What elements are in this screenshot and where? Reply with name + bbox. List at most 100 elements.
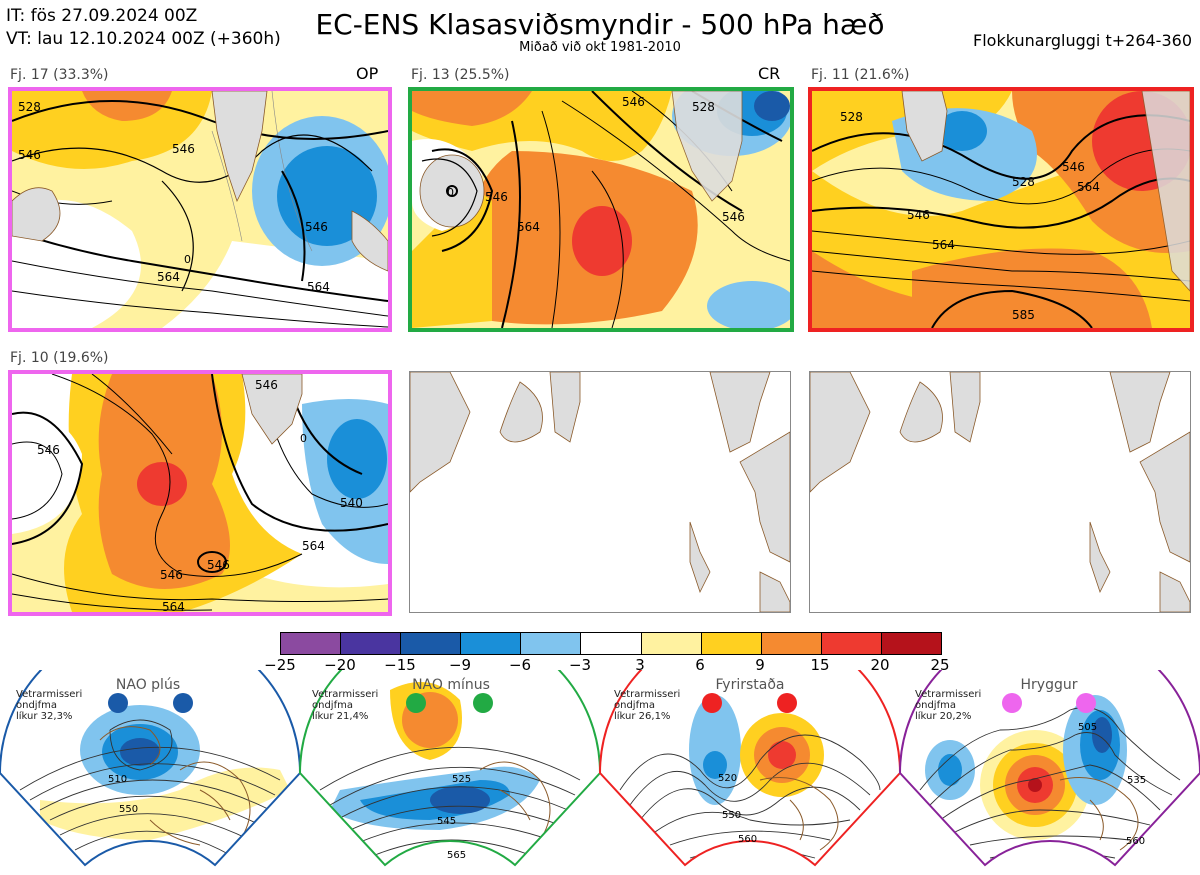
contour-label: 528 xyxy=(18,100,41,114)
regime-dot xyxy=(108,693,128,713)
regime-contour-label: 550 xyxy=(119,804,138,815)
cluster-map-4-graphic: 546 546 540 564 546 546 564 0 xyxy=(12,374,388,612)
panel-2-label: Fj. 13 (25.5%) xyxy=(411,67,510,83)
contour-label: 546 xyxy=(622,95,645,109)
regime-contour-label: 560 xyxy=(738,834,757,845)
regime-fans: 510 550 525 545 565 520 xyxy=(0,622,1200,871)
contour-label: 0 xyxy=(184,253,191,266)
regime-method: ondjfma xyxy=(614,700,655,711)
contour-label: 546 xyxy=(37,443,60,457)
colorbar-tick-label: 3 xyxy=(635,656,645,674)
colorbar-tick-label: −20 xyxy=(324,656,356,674)
contour-label: 528 xyxy=(692,100,715,114)
colorbar-tick-label: 6 xyxy=(695,656,705,674)
cluster-map-2-graphic: 546 564 546 528 546 0 xyxy=(412,91,790,328)
valid-time: VT: lau 12.10.2024 00Z (+360h) xyxy=(6,29,281,49)
regime-season: Vetrarmisseri xyxy=(915,689,982,700)
contour-label: 546 xyxy=(160,568,183,582)
regime-name: Fyrirstaða xyxy=(715,677,785,693)
contour-label: 564 xyxy=(517,220,540,234)
contour-label: 0 xyxy=(447,186,454,199)
initial-time: IT: fös 27.09.2024 00Z xyxy=(6,6,198,26)
colorbar-segment xyxy=(461,633,522,654)
colorbar-tick-label: −9 xyxy=(448,656,472,674)
contour-label: 564 xyxy=(307,280,330,294)
cluster-map-3-graphic: 528 528 546 546 564 564 585 xyxy=(812,91,1190,328)
cluster-map-4: 546 546 540 564 546 546 564 0 xyxy=(8,370,392,616)
empty-basemap-1-graphic xyxy=(410,372,790,612)
colorbar-segment xyxy=(281,633,342,654)
cluster-map-2: 546 564 546 528 546 0 xyxy=(408,87,794,332)
regime-season: Vetrarmisseri xyxy=(16,689,83,700)
colorbar-segment xyxy=(401,633,462,654)
panel-1-label: Fj. 17 (33.3%) xyxy=(10,67,109,83)
regime-name: Hryggur xyxy=(1020,677,1078,693)
colorbar-tick-label: 9 xyxy=(755,656,765,674)
regime-probability: líkur 20,2% xyxy=(915,711,972,722)
regime-dot xyxy=(1002,693,1022,713)
page-title: EC-ENS Klasasviðsmyndir - 500 hPa hæð xyxy=(315,8,885,41)
regime-fans-graphic: 510 550 525 545 565 520 xyxy=(0,622,1200,867)
cluster-map-3: 528 528 546 546 564 564 585 xyxy=(808,87,1194,332)
panel-1-tag: OP xyxy=(356,64,379,83)
colorbar-segment xyxy=(581,633,642,654)
contour-label: 528 xyxy=(840,110,863,124)
regime-contour-label: 560 xyxy=(1126,836,1145,847)
colorbar xyxy=(280,632,942,655)
contour-label: 546 xyxy=(722,210,745,224)
contour-label: 585 xyxy=(1012,308,1035,322)
contour-label: 546 xyxy=(485,190,508,204)
regime-probability: líkur 21,4% xyxy=(312,711,369,722)
contour-label: 546 xyxy=(1062,160,1085,174)
regime-info: Vetrarmisseri ondjfma líkur 32,3% xyxy=(16,689,82,722)
contour-label: 546 xyxy=(18,148,41,162)
regime-contour-label: 550 xyxy=(722,810,741,821)
regime-probability: líkur 26,1% xyxy=(614,711,671,722)
page-subtitle: Miðað við okt 1981-2010 xyxy=(519,40,681,55)
contour-label: 0 xyxy=(300,432,307,445)
regime-method: ondjfma xyxy=(915,700,956,711)
colorbar-segment xyxy=(701,633,762,654)
regime-probability: líkur 32,3% xyxy=(16,711,73,722)
colorbar-segment xyxy=(521,633,582,654)
regime-contour-label: 525 xyxy=(452,774,471,785)
panel-2-tag: CR xyxy=(758,64,781,83)
contour-label: 546 xyxy=(207,558,230,572)
regime-dot xyxy=(173,693,193,713)
colorbar-tick-label: −3 xyxy=(568,656,592,674)
contour-label: 564 xyxy=(1077,180,1100,194)
colorbar-tick-label: 25 xyxy=(930,656,950,674)
contour-label: 564 xyxy=(932,238,955,252)
panel-3-label: Fj. 11 (21.6%) xyxy=(811,67,910,83)
regime-name: NAO mínus xyxy=(412,677,490,693)
empty-basemap-2-graphic xyxy=(810,372,1190,612)
contour-label: 564 xyxy=(157,270,180,284)
regime-dot xyxy=(702,693,722,713)
colorbar-segment xyxy=(821,633,882,654)
cluster-map-1-graphic: 528 546 546 564 564 546 0 xyxy=(12,91,388,328)
contour-label: 546 xyxy=(255,378,278,392)
regime-dot xyxy=(1076,693,1096,713)
regime-info: Vetrarmisseri ondjfma líkur 21,4% xyxy=(312,689,378,722)
colorbar-segment xyxy=(641,633,702,654)
regime-name: NAO plús xyxy=(115,677,181,693)
colorbar-segment xyxy=(881,633,942,654)
regime-dot xyxy=(777,693,797,713)
empty-basemap-2 xyxy=(809,371,1191,613)
regime-contour-label: 520 xyxy=(718,773,737,784)
colorbar-tick-label: 15 xyxy=(810,656,830,674)
contour-label: 564 xyxy=(302,539,325,553)
contour-label: 540 xyxy=(340,496,363,510)
contour-label: 528 xyxy=(1012,175,1035,189)
colorbar-tick-label: −6 xyxy=(508,656,532,674)
regime-season: Vetrarmisseri xyxy=(614,689,681,700)
colorbar-tick-label: −25 xyxy=(264,656,296,674)
regime-contour-label: 510 xyxy=(108,774,127,785)
regime-season: Vetrarmisseri xyxy=(312,689,379,700)
contour-label: 546 xyxy=(305,220,328,234)
regime-contour-label: 535 xyxy=(1127,775,1146,786)
empty-basemap-1 xyxy=(409,371,791,613)
contour-label: 546 xyxy=(172,142,195,156)
regime-info: Vetrarmisseri ondjfma líkur 26,1% xyxy=(614,689,680,722)
regime-method: ondjfma xyxy=(16,700,57,711)
